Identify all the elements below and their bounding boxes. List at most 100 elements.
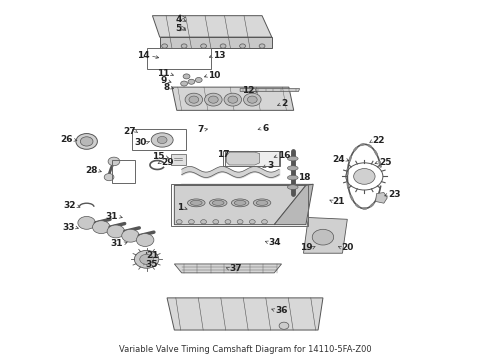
Circle shape xyxy=(185,93,202,106)
Ellipse shape xyxy=(212,201,224,205)
Text: 17: 17 xyxy=(217,150,229,159)
Text: 24: 24 xyxy=(332,155,345,164)
Circle shape xyxy=(136,234,154,247)
Text: 31: 31 xyxy=(106,212,118,221)
Ellipse shape xyxy=(288,156,298,161)
Polygon shape xyxy=(152,16,272,37)
Circle shape xyxy=(244,93,261,106)
Circle shape xyxy=(312,229,334,245)
Polygon shape xyxy=(274,184,313,225)
Polygon shape xyxy=(375,193,387,203)
Ellipse shape xyxy=(231,199,249,207)
Text: 5: 5 xyxy=(175,24,182,33)
Polygon shape xyxy=(172,87,294,111)
Text: 8: 8 xyxy=(163,83,170,92)
Circle shape xyxy=(176,220,182,224)
Polygon shape xyxy=(167,298,323,330)
Text: 37: 37 xyxy=(229,265,242,274)
Polygon shape xyxy=(240,89,299,91)
Circle shape xyxy=(224,93,242,106)
Text: 9: 9 xyxy=(161,76,167,85)
Text: 3: 3 xyxy=(267,161,273,170)
Circle shape xyxy=(196,77,202,82)
Text: 4: 4 xyxy=(175,15,182,24)
Ellipse shape xyxy=(288,175,298,180)
Text: 29: 29 xyxy=(161,158,174,167)
Circle shape xyxy=(262,220,268,224)
Circle shape xyxy=(122,229,139,242)
Bar xyxy=(171,184,308,226)
Circle shape xyxy=(249,220,255,224)
Circle shape xyxy=(134,250,159,268)
Text: 27: 27 xyxy=(123,127,135,136)
Ellipse shape xyxy=(151,133,173,147)
Circle shape xyxy=(279,322,289,329)
Ellipse shape xyxy=(288,166,298,170)
Polygon shape xyxy=(226,152,260,165)
Polygon shape xyxy=(303,217,347,253)
Circle shape xyxy=(93,221,110,234)
Ellipse shape xyxy=(234,201,246,205)
FancyBboxPatch shape xyxy=(224,151,279,166)
Text: 16: 16 xyxy=(278,151,291,160)
Text: 28: 28 xyxy=(85,166,98,175)
Bar xyxy=(113,160,135,183)
Circle shape xyxy=(108,157,120,166)
Ellipse shape xyxy=(191,201,202,205)
Text: 30: 30 xyxy=(134,138,147,147)
Circle shape xyxy=(201,220,206,224)
Circle shape xyxy=(208,96,218,103)
Text: 19: 19 xyxy=(299,243,312,252)
Circle shape xyxy=(220,44,226,48)
Circle shape xyxy=(140,254,153,264)
Circle shape xyxy=(189,220,195,224)
Circle shape xyxy=(354,168,375,184)
Circle shape xyxy=(181,81,188,86)
Text: 2: 2 xyxy=(282,99,288,108)
Circle shape xyxy=(107,225,124,238)
Bar xyxy=(132,129,186,150)
Text: 33: 33 xyxy=(62,222,74,231)
Circle shape xyxy=(104,174,114,181)
Text: 23: 23 xyxy=(389,190,401,199)
Ellipse shape xyxy=(256,201,268,205)
Circle shape xyxy=(188,79,195,84)
Text: 35: 35 xyxy=(145,260,158,269)
Circle shape xyxy=(213,220,219,224)
Bar xyxy=(147,48,211,69)
Text: 1: 1 xyxy=(177,203,183,212)
Ellipse shape xyxy=(253,199,271,207)
Text: Variable Valve Timing Camshaft Diagram for 14110-5FA-Z00: Variable Valve Timing Camshaft Diagram f… xyxy=(119,345,371,354)
Circle shape xyxy=(228,96,238,103)
Circle shape xyxy=(204,93,222,106)
Bar xyxy=(223,151,280,166)
Text: 34: 34 xyxy=(269,238,281,247)
Circle shape xyxy=(259,44,265,48)
Text: 14: 14 xyxy=(137,51,150,60)
Circle shape xyxy=(189,96,199,103)
Text: 26: 26 xyxy=(60,135,73,144)
Circle shape xyxy=(181,44,187,48)
Circle shape xyxy=(237,220,243,224)
Text: 6: 6 xyxy=(262,124,269,133)
Circle shape xyxy=(225,220,231,224)
Text: 13: 13 xyxy=(213,51,226,60)
Text: 12: 12 xyxy=(242,86,255,95)
Text: 20: 20 xyxy=(342,243,354,252)
Text: 22: 22 xyxy=(373,136,385,145)
Circle shape xyxy=(201,44,206,48)
Text: 32: 32 xyxy=(63,201,76,210)
Circle shape xyxy=(80,137,93,146)
Circle shape xyxy=(247,96,257,103)
Text: 25: 25 xyxy=(379,158,392,167)
Text: 7: 7 xyxy=(197,126,203,135)
Text: 21: 21 xyxy=(333,197,345,206)
Circle shape xyxy=(162,44,168,48)
FancyBboxPatch shape xyxy=(171,154,186,165)
Text: 36: 36 xyxy=(275,306,288,315)
Text: 10: 10 xyxy=(208,71,221,80)
Polygon shape xyxy=(174,184,313,185)
Text: 11: 11 xyxy=(157,69,170,78)
Text: 15: 15 xyxy=(152,152,165,161)
Text: 21: 21 xyxy=(147,251,159,260)
